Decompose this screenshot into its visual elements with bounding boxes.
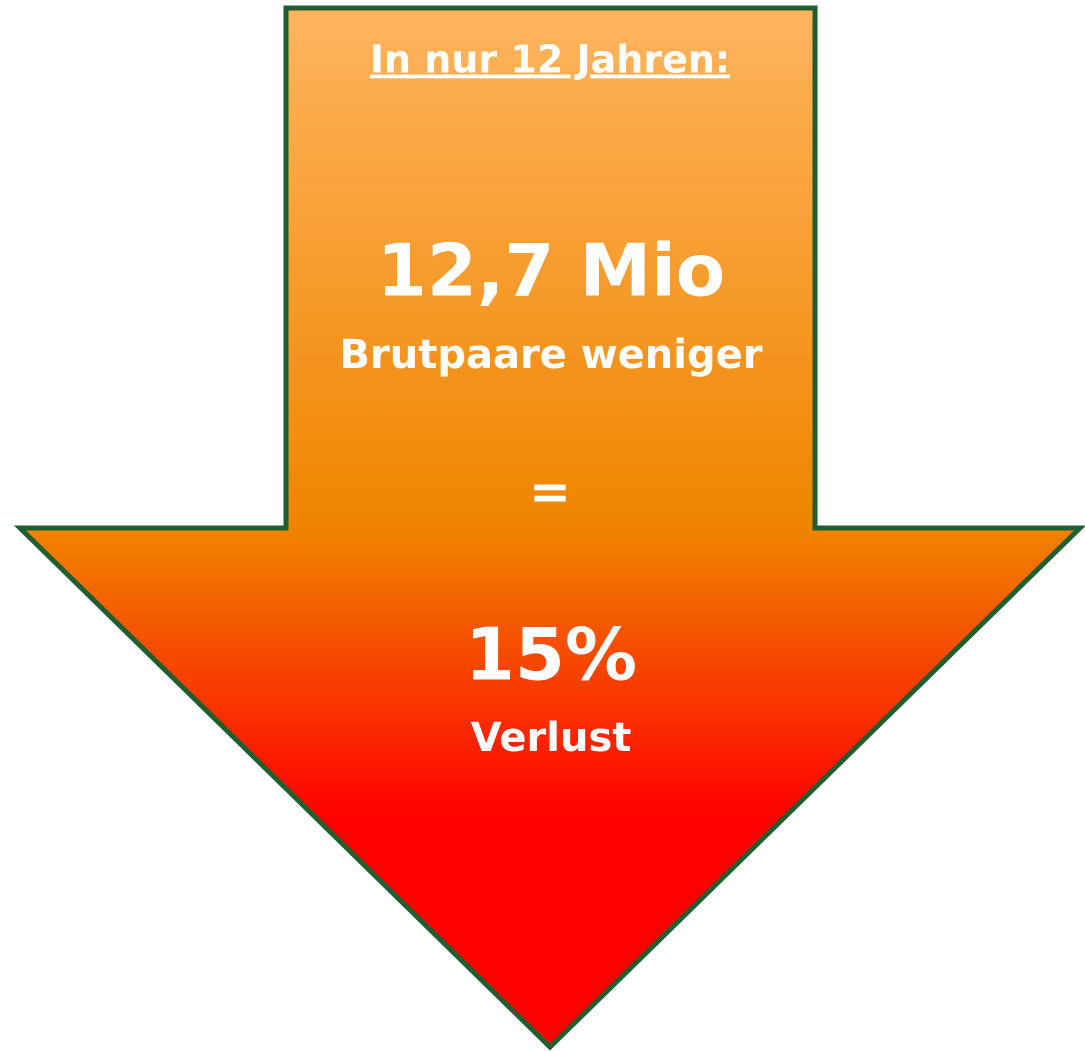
- amount: 12,7 Mio: [377, 229, 726, 313]
- equals-sign: =: [529, 463, 571, 521]
- share-caption: Verlust: [471, 715, 632, 761]
- title: In nur 12 Jahren:: [370, 38, 730, 82]
- share: 15%: [465, 613, 637, 697]
- amount-caption: Brutpaare weniger: [340, 332, 763, 378]
- down-arrow: [13, 5, 1085, 1051]
